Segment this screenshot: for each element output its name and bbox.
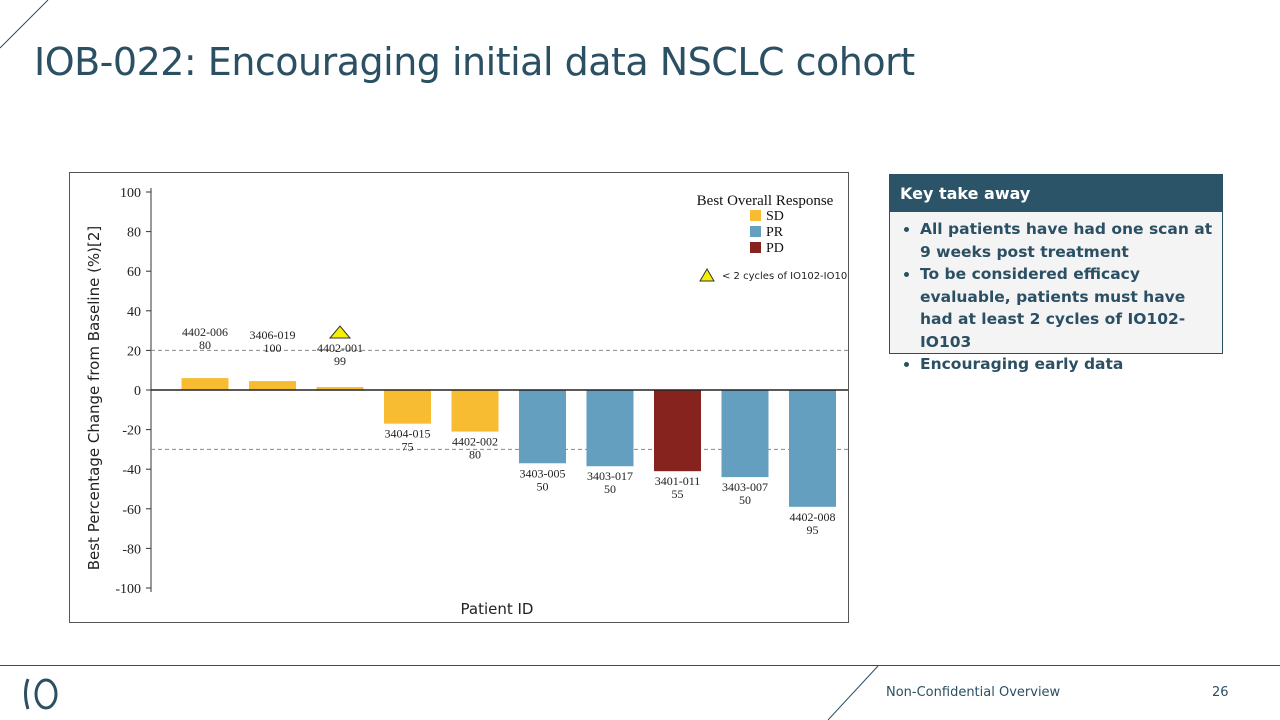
bar-label-id: 3403-007 [722, 480, 768, 494]
y-tick-label: 80 [127, 226, 141, 241]
y-tick-label: -100 [115, 582, 141, 597]
bar-label-id: 3401-011 [655, 474, 701, 488]
legend-label: PD [766, 241, 784, 256]
x-axis-label: Patient ID [461, 600, 534, 618]
y-tick-label: 0 [134, 384, 141, 399]
company-logo [24, 678, 58, 710]
bar-label-value: 55 [672, 487, 684, 501]
bar-3403-005 [519, 390, 566, 464]
bar-label-value: 100 [264, 341, 282, 355]
bar-4402-002 [451, 390, 499, 432]
bar-label-id: 3403-005 [520, 466, 566, 480]
takeaway-bullet: Encouraging early data [920, 353, 1222, 376]
y-tick-label: 20 [127, 344, 141, 359]
footer-text: Non-Confidential Overview [886, 685, 1061, 700]
bar-label-id: 4402-001 [317, 341, 363, 355]
page-title: IOB-022: Encouraging initial data NSCLC … [34, 40, 915, 84]
legend-swatch-SD [750, 210, 761, 221]
bar-label-id: 4402-002 [452, 435, 498, 449]
y-tick-label: -20 [122, 424, 141, 439]
legend-label: PR [766, 225, 784, 240]
bar-label-value: 80 [469, 448, 481, 462]
key-takeaway-heading: Key take away [890, 175, 1222, 212]
y-tick-label: -40 [122, 463, 141, 478]
legend-label: SD [766, 209, 784, 224]
takeaway-bullet: All patients have had one scan at 9 week… [920, 218, 1222, 263]
bar-label-value: 50 [604, 482, 616, 496]
triangle-marker-icon [328, 325, 352, 339]
bar-label-id: 3403-017 [587, 469, 633, 483]
y-tick-label: -80 [122, 542, 141, 557]
y-axis-label: Best Percentage Change from Baseline (%)… [85, 225, 103, 571]
y-tick-label: 100 [120, 186, 141, 201]
legend-swatch-PR [750, 226, 761, 237]
page-number: 26 [1212, 685, 1229, 700]
legend-swatch-PD [750, 242, 761, 253]
bar-3403-007 [721, 390, 769, 478]
bar-label-value: 50 [739, 493, 751, 507]
waterfall-chart: 100 80 60 40 20 0 -20 -40 -60 -80 -100 4402-006 80 34… [69, 172, 854, 623]
chart-svg: 100806040200-20-40-60-80-1004402-0068034… [115, 186, 853, 618]
bar-label-id: 4402-006 [182, 325, 228, 339]
bar-3406-019 [249, 381, 296, 390]
takeaway-bullet: To be considered efficacy evaluable, pat… [920, 263, 1222, 353]
legend-title: Best Overall Response [697, 193, 834, 209]
y-tick-label: 40 [127, 305, 141, 320]
bar-label-id: 3404-015 [385, 427, 431, 441]
bar-label-value: 75 [402, 440, 414, 454]
bar-3401-011 [654, 390, 701, 472]
bar-label-id: 3406-019 [250, 328, 296, 342]
bar-4402-008 [789, 390, 836, 507]
legend-triangle-icon [699, 268, 715, 282]
legend-marker-note: < 2 cycles of IO102-IO103 [722, 271, 848, 282]
bar-label-value: 99 [334, 354, 346, 368]
y-tick-label: -60 [122, 503, 141, 518]
footer-divider [0, 665, 1280, 666]
bar-label-value: 50 [537, 479, 549, 493]
bar-4402-001 [316, 387, 364, 390]
bar-label-value: 80 [199, 338, 211, 352]
bar-3404-015 [384, 390, 431, 424]
y-tick-label: 60 [127, 265, 141, 280]
bar-label-id: 4402-008 [790, 510, 836, 524]
bar-label-value: 95 [807, 523, 819, 537]
bar-4402-006 [181, 378, 229, 390]
bar-3403-017 [586, 390, 634, 467]
key-takeaway-box: Key take away All patients have had one … [889, 174, 1223, 373]
